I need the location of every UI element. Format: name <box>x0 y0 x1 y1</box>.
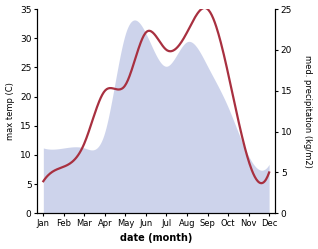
Y-axis label: med. precipitation (kg/m2): med. precipitation (kg/m2) <box>303 55 313 168</box>
Y-axis label: max temp (C): max temp (C) <box>5 82 15 140</box>
X-axis label: date (month): date (month) <box>120 234 192 244</box>
